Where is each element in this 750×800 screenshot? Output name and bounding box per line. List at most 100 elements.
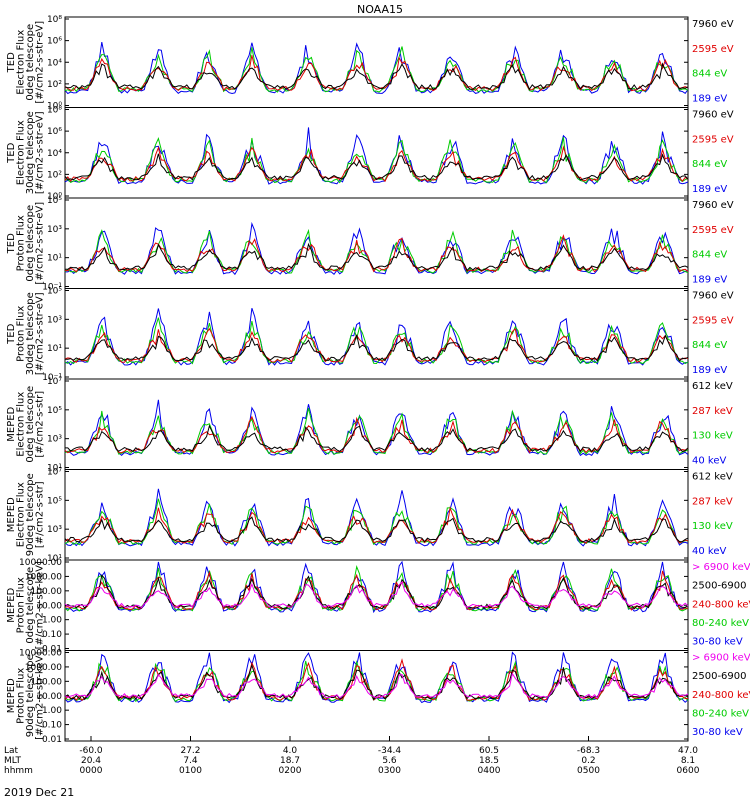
series-trace <box>64 228 689 274</box>
y-axis-label-line: [#/cm2-s-str-keV] <box>35 561 46 649</box>
series-trace <box>64 565 689 612</box>
y-axis-label-line: [#/cm2-s-str-eV] <box>35 21 46 104</box>
legend-entry: > 6900 keV <box>692 562 750 573</box>
legend-entry: 7960 eV <box>692 110 734 121</box>
y-axis-label-line: [#/cm2-s-str] <box>35 481 46 548</box>
y-tick-label: 10000.00 <box>19 649 62 659</box>
y-tick-label: 10¹ <box>47 254 62 264</box>
x-tick-label: 0200 <box>279 766 302 776</box>
series-trace <box>64 317 689 365</box>
y-tick-label: 10³ <box>47 315 62 325</box>
y-axis-label-line: TED <box>6 142 17 163</box>
legend-entry: 189 eV <box>692 184 727 195</box>
x-tick-label: 18.7 <box>280 756 300 766</box>
y-tick-label: 10¹ <box>47 464 62 474</box>
series-trace <box>65 221 689 276</box>
y-axis-label-line: Electron Flux <box>16 482 27 547</box>
y-axis-label-line: Proton Flux <box>16 306 27 362</box>
y-tick-label: 10³ <box>47 225 62 235</box>
panel-frame <box>64 378 689 470</box>
legend-entry: 189 eV <box>692 94 727 105</box>
legend-entry: 287 keV <box>692 406 733 417</box>
x-tick-label: 0500 <box>577 766 600 776</box>
y-tick-label: 10⁵ <box>47 406 62 416</box>
x-tick-label: 0.2 <box>581 756 595 766</box>
series-trace <box>64 334 689 362</box>
legend-entry: 7960 eV <box>692 291 734 302</box>
y-axis-label-line: 0deg telescope <box>25 24 36 101</box>
y-axis-label-line: Electron Flux <box>16 392 27 457</box>
y-tick-label: 0.01 <box>42 645 62 655</box>
y-axis-label-line: MEPED <box>6 497 17 532</box>
legend-entry: 7960 eV <box>692 200 734 211</box>
x-tick-label: -68.3 <box>577 746 600 756</box>
y-tick-label: 10⁵ <box>47 496 62 506</box>
y-axis-label-line: MEPED <box>6 678 17 713</box>
x-tick-label: 18.5 <box>479 756 499 766</box>
y-tick-label: 10⁴ <box>47 149 62 159</box>
y-axis-label-line: Electron Flux <box>16 120 27 185</box>
series-trace <box>64 560 689 614</box>
y-tick-label: 10.00 <box>36 692 62 702</box>
x-tick-label: 20.4 <box>81 756 101 766</box>
date-label: 2019 Dec 21 <box>4 786 74 799</box>
panel-frame <box>64 288 689 380</box>
x-tick-label: 8.1 <box>681 756 695 766</box>
y-axis-label-line: TED <box>6 233 17 254</box>
y-axis-label-line: [#/cm2-s-str-eV] <box>35 111 46 194</box>
y-axis-label-line: TED <box>6 52 17 73</box>
y-tick-label: 10² <box>47 80 62 90</box>
y-tick-label: 0.10 <box>42 721 62 731</box>
y-tick-label: 1000.00 <box>25 572 62 582</box>
y-axis-label-line: MEPED <box>6 406 17 441</box>
legend-entry: 189 eV <box>692 365 727 376</box>
y-tick-label: 10⁷ <box>47 468 62 478</box>
y-tick-label: 0.01 <box>42 735 62 745</box>
y-axis-label-line: Proton Flux <box>16 577 27 633</box>
y-axis-label-line: 0deg telescope <box>25 567 36 644</box>
legend-entry: 240-800 keV <box>692 690 750 701</box>
legend-entry: 2595 eV <box>692 315 734 326</box>
panel-8: 0.01 0.10 1.00 10.00 100.00 1000.00 10000.00 ME… <box>6 649 750 746</box>
x-tick-label: -60.0 <box>79 746 103 756</box>
x-tick-label: 47.0 <box>678 746 698 756</box>
x-tick-label: 7.4 <box>183 756 198 766</box>
panel-7: 0.01 0.10 1.00 10.00 100.00 1000.00 10000.00 ME… <box>6 558 750 655</box>
x-tick-label: -34.4 <box>378 746 402 756</box>
legend-entry: 2595 eV <box>692 44 734 55</box>
y-axis-label-line: Electron Flux <box>16 30 27 95</box>
y-axis-label-line: Proton Flux <box>16 215 27 271</box>
y-tick-label: 10⁻¹ <box>42 283 62 293</box>
y-axis-label-line: Proton Flux <box>16 668 27 724</box>
y-tick-label: 10⁶ <box>47 37 62 47</box>
y-tick-label: 10³ <box>47 435 62 445</box>
panel-frame <box>64 16 689 108</box>
x-tick-label: 60.5 <box>479 746 499 756</box>
y-tick-label: 100.00 <box>31 587 63 597</box>
y-axis-label-line: 30deg telescope <box>25 111 36 194</box>
x-tick-label: 0400 <box>478 766 501 776</box>
legend-entry: 612 keV <box>692 381 733 392</box>
y-tick-label: 10⁵ <box>47 196 62 206</box>
series-trace <box>64 581 689 609</box>
y-tick-label: 10000.00 <box>19 558 62 568</box>
series-trace <box>64 506 689 545</box>
y-tick-label: 10⁰ <box>47 192 62 202</box>
y-tick-label: 1.00 <box>42 706 62 716</box>
legend-entry: 844 eV <box>692 69 727 80</box>
y-tick-label: 10⁴ <box>47 58 62 68</box>
x-tick-label: 0000 <box>80 766 103 776</box>
series-trace <box>64 672 689 699</box>
y-tick-label: 10⁷ <box>47 377 62 387</box>
legend-entry: 2595 eV <box>692 134 734 145</box>
y-tick-label: 10.00 <box>36 601 62 611</box>
chart-title: NOAA15 <box>357 3 403 16</box>
x-axis-row-label: hhmm <box>4 766 33 776</box>
legend-entry: 2500-6900 <box>692 581 747 592</box>
y-tick-label: 1000.00 <box>25 663 62 673</box>
